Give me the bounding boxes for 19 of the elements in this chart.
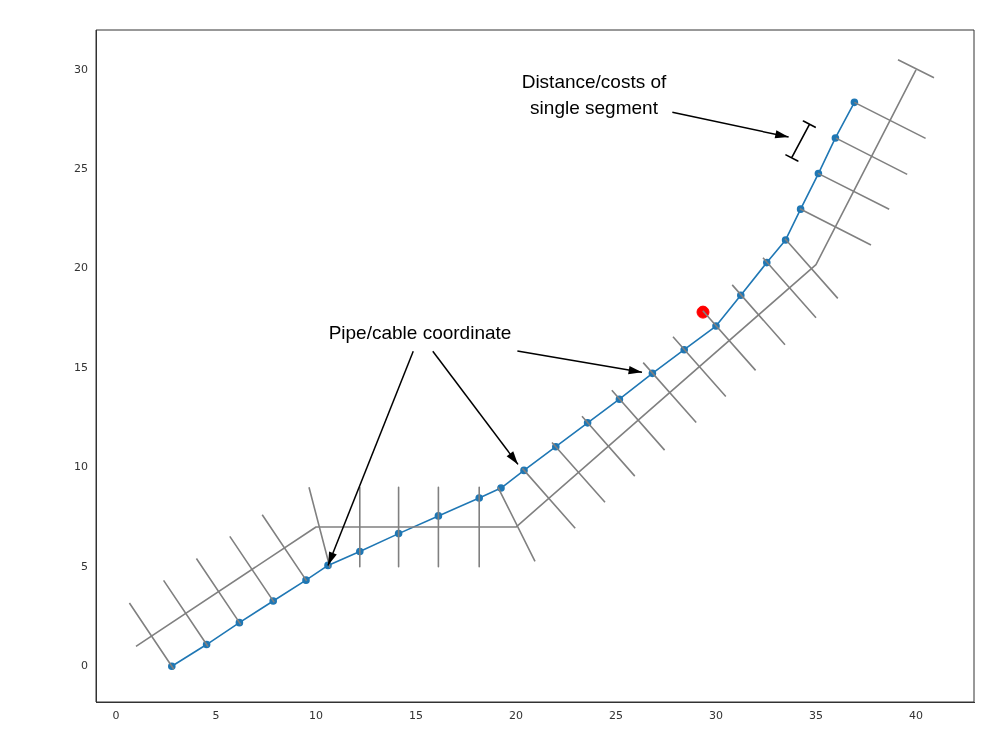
y-tick-label: 15 <box>74 360 88 374</box>
x-tick-label: 20 <box>509 709 523 723</box>
y-tick-label: 5 <box>81 559 88 573</box>
x-tick-label: 15 <box>409 709 423 723</box>
x-tick-label: 35 <box>809 709 823 723</box>
x-tick-label: 10 <box>309 709 323 723</box>
y-tick-label: 30 <box>74 62 88 76</box>
x-tick-label: 0 <box>112 709 120 723</box>
x-tick-label: 25 <box>609 709 623 723</box>
y-tick-label: 0 <box>81 659 88 673</box>
annotation: Pipe/cable coordinate <box>328 322 512 344</box>
x-tick-label: 30 <box>709 709 723 723</box>
x-tick-label: 5 <box>212 709 220 723</box>
y-tick-label: 10 <box>74 460 88 474</box>
point <box>831 134 840 142</box>
y-tick-label: 20 <box>74 261 88 275</box>
x-tick-label: 40 <box>909 709 923 723</box>
y-tick-label: 25 <box>74 162 88 176</box>
annotation: Distance/costs of single segment <box>521 70 668 118</box>
